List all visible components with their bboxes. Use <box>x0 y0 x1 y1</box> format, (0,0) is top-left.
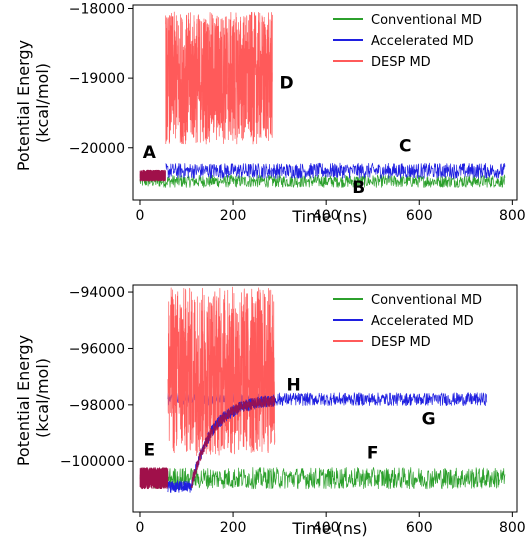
annotation-label: H <box>286 376 300 396</box>
x-tick-label: 400 <box>313 520 340 536</box>
y-tick-label: −100000 <box>60 454 125 470</box>
y-axis-label: Potential Energy (kcal/mol) <box>14 330 52 466</box>
y-axis-label-line-2: (kcal/mol) <box>33 63 52 143</box>
y-tick-label: −20000 <box>69 141 125 157</box>
y-tick-label: −19000 <box>69 71 125 87</box>
annotation-label: C <box>399 136 411 156</box>
chart-panel-bottom: −94000−96000−98000−100000 0 200 400 600 800 … <box>14 284 526 538</box>
y-tick-label: −94000 <box>69 285 125 301</box>
x-tick-label: 800 <box>499 208 526 224</box>
y-tick-label: −18000 <box>69 1 125 17</box>
plot-frame <box>132 4 518 201</box>
series-traces <box>139 11 506 188</box>
x-tick-label: 600 <box>406 520 433 536</box>
series-traces <box>139 286 506 493</box>
annotation-label: E <box>143 441 155 461</box>
y-axis-label: Potential Energy (kcal/mol) <box>14 35 52 171</box>
annotation-label: A <box>143 143 157 163</box>
x-axis: 0 200 400 600 800 <box>136 200 526 224</box>
x-tick-label: 400 <box>313 208 340 224</box>
x-tick-label: 600 <box>406 208 433 224</box>
legend: Conventional MD Accelerated MD DESP MD <box>333 293 482 350</box>
legend-entry: Accelerated MD <box>371 314 474 329</box>
x-tick-label: 200 <box>220 520 247 536</box>
legend-entry: DESP MD <box>371 55 431 70</box>
series-line-desp-md <box>167 286 276 456</box>
series-line-accelerated-md <box>165 162 506 179</box>
legend-entry: Conventional MD <box>371 293 482 308</box>
y-axis-label-line-2: (kcal/mol) <box>33 358 52 438</box>
x-tick-label: 200 <box>220 208 247 224</box>
x-tick-label: 800 <box>499 520 526 536</box>
y-axis: −94000 −96000 −98000 −100000 <box>60 285 133 470</box>
annotation-label: G <box>422 410 436 430</box>
y-axis-label-line-1: Potential Energy <box>14 40 33 171</box>
x-axis: 0 200 400 600 800 <box>136 512 526 536</box>
annotations: A B C D <box>143 74 412 198</box>
legend-entry: DESP MD <box>371 335 431 350</box>
y-axis-label-line-1: Potential Energy <box>14 335 33 466</box>
legend-entry: Accelerated MD <box>371 34 474 49</box>
y-tick-label: −98000 <box>69 398 125 414</box>
x-axis-label: Time (ns) <box>291 207 367 226</box>
series-line-desp-md <box>139 169 166 182</box>
plot-frame <box>132 284 518 513</box>
series-line-desp-md <box>139 467 169 490</box>
annotation-label: B <box>352 178 365 198</box>
series-line-desp-md <box>165 11 273 145</box>
series-overlap-ramp <box>190 395 276 488</box>
y-axis: −18000 −19000 −20000 <box>69 1 133 157</box>
legend-entry: Conventional MD <box>371 13 482 28</box>
x-tick-label: 0 <box>136 520 145 536</box>
x-tick-label: 0 <box>136 208 145 224</box>
annotation-label: F <box>367 443 379 463</box>
annotations: E F G H <box>143 376 435 464</box>
chart-panel-top: −18000 −19000 −20000 0 200 400 600 800 Time (n… <box>14 1 526 226</box>
series-line-conventional-md <box>139 467 506 490</box>
y-tick-label: −96000 <box>69 341 125 357</box>
legend: Conventional MD Accelerated MD DESP MD <box>333 13 482 70</box>
annotation-label: D <box>280 74 294 94</box>
x-axis-label: Time (ns) <box>291 519 367 538</box>
